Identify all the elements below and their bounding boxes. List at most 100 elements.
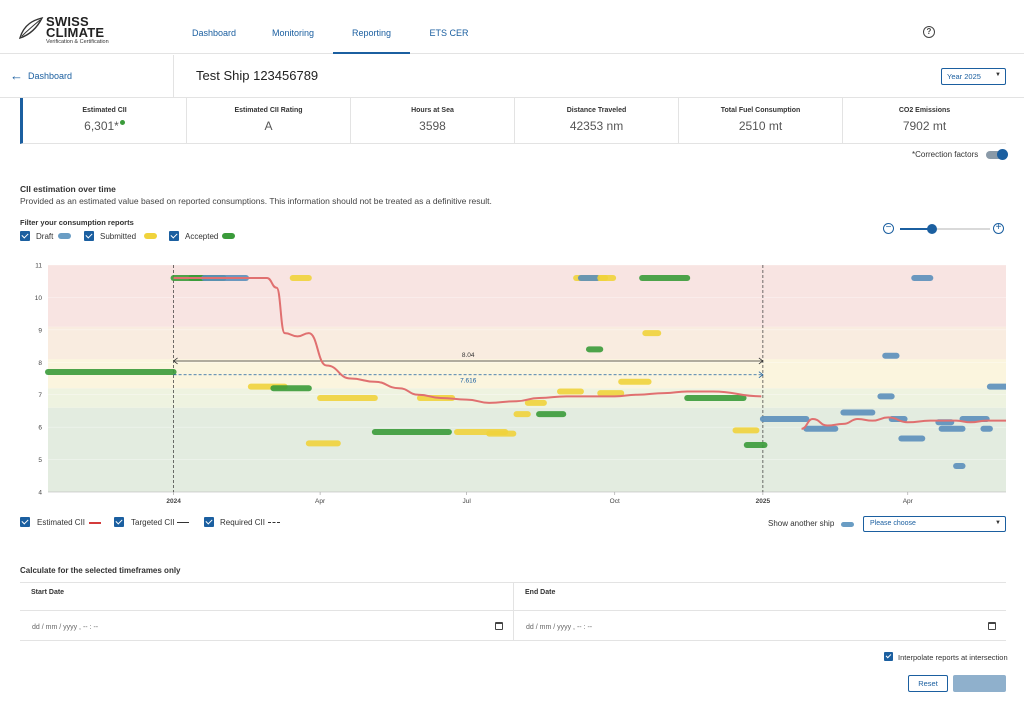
back-link[interactable]: ← Dashboard	[8, 55, 174, 97]
stat-label: Estimated CII Rating	[234, 107, 303, 114]
rating-band	[48, 326, 1006, 360]
page-title: Test Ship 123456789	[196, 68, 319, 83]
start-date-label: Start Date	[31, 589, 65, 596]
stat-value: 6,301*	[23, 119, 186, 133]
tab-monitoring[interactable]: Monitoring	[271, 28, 315, 38]
arrow-left-icon: ←	[10, 68, 23, 83]
estimated-line-key	[89, 522, 101, 524]
arrow-head	[172, 357, 178, 365]
estimated-cii-line	[173, 276, 762, 404]
stat-estimated-cii: Estimated CII 6,301*	[23, 98, 187, 144]
legend-estimated-checkbox[interactable]	[20, 517, 30, 527]
estimated-cii-line-2025	[801, 416, 1006, 430]
top-navigation: SWISS CLIMATE Verification & Certificatio…	[0, 0, 1024, 54]
caret-down-icon: ▼	[995, 72, 1001, 78]
x-tick-label: Oct	[610, 498, 620, 505]
filter-submitted-label: Submitted	[100, 232, 137, 241]
end-date-placeholder: dd / mm / yyyy , -- : --	[526, 624, 593, 631]
end-date-group: End Date dd / mm / yyyy , -- : --	[513, 582, 1006, 641]
targeted-cii-label: 8.04	[462, 352, 475, 359]
year-select[interactable]: Year 2025 ▼	[941, 68, 1006, 85]
required-cii-label: 7.616	[460, 378, 477, 385]
x-tick-label: Apr	[315, 498, 326, 505]
stat-hours-at-sea: Hours at Sea 3598	[351, 98, 515, 144]
stats-row: Estimated CII 6,301* Estimated CII Ratin…	[20, 98, 1006, 144]
stat-value: 7902 mt	[902, 119, 947, 133]
calculate-button[interactable]	[953, 675, 1006, 692]
ship-select-value: Please choose	[870, 520, 916, 527]
submitted-swatch	[144, 233, 157, 239]
legend-estimated-label: Estimated CII	[37, 518, 86, 527]
stat-distance: Distance Traveled 42353 nm	[515, 98, 679, 144]
arrow-head	[758, 357, 764, 365]
stat-cii-rating: Estimated CII Rating A	[187, 98, 351, 144]
ship-select[interactable]: Please choose ▼	[863, 516, 1006, 532]
draft-swatch	[58, 233, 71, 239]
leaf-logo-icon	[18, 16, 44, 40]
zoom-in-icon[interactable]: +	[993, 223, 1004, 234]
filter-accepted-checkbox[interactable]	[169, 231, 179, 241]
y-tick-label: 10	[35, 295, 43, 302]
zoom-slider[interactable]	[900, 224, 990, 234]
correction-factors-label: *Correction factors	[912, 150, 979, 159]
section-description: Provided as an estimated value based on …	[20, 196, 492, 206]
zoom-out-icon[interactable]: −	[883, 223, 894, 234]
brand-tagline: Verification & Certification	[46, 39, 109, 45]
tab-dashboard[interactable]: Dashboard	[191, 28, 237, 38]
caret-down-icon: ▼	[995, 520, 1001, 526]
x-tick-label: 2024	[166, 498, 181, 505]
y-tick-label: 11	[35, 263, 42, 270]
interpolate-checkbox[interactable]	[884, 652, 893, 661]
rating-band	[48, 388, 1006, 408]
rating-band	[48, 265, 1006, 327]
stat-fuel: Total Fuel Consumption 2510 mt	[679, 98, 843, 144]
legend-required-checkbox[interactable]	[204, 517, 214, 527]
show-another-ship-label: Show another ship	[768, 519, 835, 528]
stat-value: 42353 nm	[569, 119, 624, 133]
year-select-value: Year 2025	[947, 72, 981, 81]
start-date-group: Start Date dd / mm / yyyy , -- : --	[20, 582, 513, 641]
interpolate-label: Interpolate reports at intersection	[898, 653, 1008, 662]
zoom-slider-thumb[interactable]	[926, 224, 937, 234]
filter-draft-checkbox[interactable]	[20, 231, 30, 241]
stat-label: Distance Traveled	[566, 107, 627, 114]
back-label: Dashboard	[28, 71, 73, 81]
start-date-input[interactable]: dd / mm / yyyy , -- : --	[20, 610, 513, 642]
x-tick-label: 2025	[756, 498, 771, 505]
reset-button[interactable]: Reset	[908, 675, 948, 692]
y-tick-label: 6	[38, 425, 42, 432]
start-date-placeholder: dd / mm / yyyy , -- : --	[32, 624, 99, 631]
end-date-input[interactable]: dd / mm / yyyy , -- : --	[514, 610, 1006, 642]
y-tick-label: 9	[38, 327, 42, 334]
stat-label: Hours at Sea	[411, 107, 454, 114]
another-ship-swatch	[841, 522, 854, 527]
accepted-swatch	[222, 233, 235, 239]
y-tick-label: 8	[38, 360, 42, 367]
filter-draft-label: Draft	[36, 232, 54, 241]
cii-chart[interactable]: 4 5 6 7 8 9 10 11 2024 Apr Jul Oct 2025 Apr 8.04 7.616 …	[20, 258, 1006, 508]
stat-label: Estimated CII	[82, 107, 127, 114]
y-tick-label: 5	[38, 457, 42, 464]
calendar-icon[interactable]	[988, 622, 996, 630]
tab-reporting[interactable]: Reporting	[333, 0, 410, 54]
legend-targeted-checkbox[interactable]	[114, 517, 124, 527]
help-icon[interactable]: ?	[923, 26, 935, 38]
calc-title: Calculate for the selected timeframes on…	[20, 566, 181, 575]
y-tick-label: 4	[38, 490, 42, 497]
rating-band	[48, 407, 1006, 492]
calendar-icon[interactable]	[495, 622, 503, 630]
targeted-line-key	[177, 522, 189, 523]
brand-logo[interactable]: SWISS CLIMATE Verification & Certificatio…	[18, 14, 118, 48]
status-dot-icon	[119, 120, 125, 125]
required-line-key	[268, 522, 280, 523]
tab-ets-cer[interactable]: ETS CER	[429, 28, 469, 38]
stat-value: 2510 mt	[738, 119, 783, 133]
x-tick-label: Apr	[903, 498, 914, 505]
correction-factors-toggle[interactable]	[986, 149, 1008, 160]
arrow-head	[758, 371, 764, 379]
brand-name: SWISS CLIMATE	[46, 14, 105, 40]
end-date-label: End Date	[525, 589, 556, 596]
filter-title: Filter your consumption reports	[20, 218, 134, 227]
section-title: CII estimation over time	[20, 184, 116, 194]
filter-submitted-checkbox[interactable]	[84, 231, 94, 241]
